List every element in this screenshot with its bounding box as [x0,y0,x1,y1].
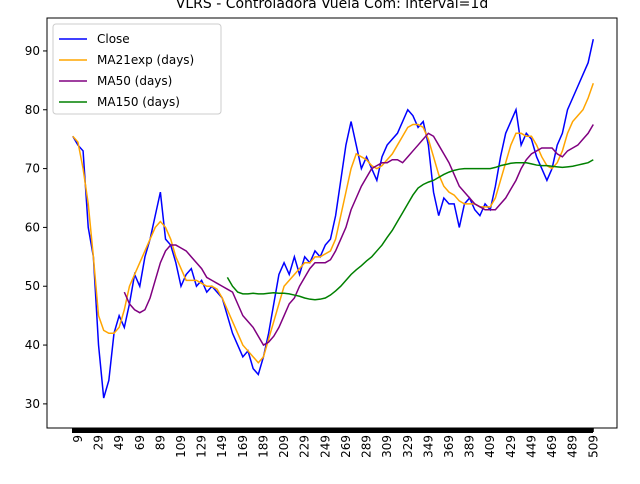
x-tick-label: 189 [256,435,270,458]
x-tick-label: 109 [174,435,188,458]
x-tick-label: 29 [92,435,106,450]
legend-label: MA50 (days) [97,74,172,88]
y-tick-label: 30 [25,397,40,411]
x-tick-label: 129 [195,435,209,458]
y-tick-label: 40 [25,338,40,352]
x-tick-label: 209 [277,435,291,458]
y-tick-label: 60 [25,220,40,234]
x-tick-label: 349 [421,435,435,458]
chart-title: VLRS - Controladora Vuela Com: interval=… [176,0,488,12]
x-tick-label: 469 [545,435,559,458]
x-tick-label: 369 [442,435,456,458]
x-tick-label: 449 [524,435,538,458]
x-tick-label: 389 [463,435,477,458]
series-line [72,83,594,364]
x-tick-label: 9 [71,435,85,443]
legend-box [52,23,222,115]
x-tick-label: 409 [483,435,497,458]
x-tick-label: 69 [133,435,147,450]
x-tick-label: 49 [112,435,126,450]
x-tick-label: 169 [236,435,250,458]
series-line [72,39,595,399]
series-line [123,124,594,347]
x-tick-label: 489 [566,435,580,458]
y-tick-label: 50 [25,279,40,293]
y-tick-label: 90 [25,44,40,58]
x-tick-label: 249 [318,435,332,458]
axes-frame [46,17,618,429]
legend-label: MA21exp (days) [97,53,194,67]
x-tick-label: 149 [215,435,229,458]
legend-label: MA150 (days) [97,95,180,109]
minor-ticks [72,428,593,433]
x-tick-label: 509 [586,435,600,458]
x-tick-label: 269 [339,435,353,458]
x-tick-label: 289 [360,435,374,458]
x-tick-label: 229 [298,435,312,458]
x-tick-label: 309 [380,435,394,458]
y-tick-label: 80 [25,103,40,117]
series-line [226,159,594,301]
y-tick-label: 70 [25,162,40,176]
legend-label: Close [97,32,130,46]
x-tick-label: 89 [153,435,167,450]
x-tick-label: 429 [504,435,518,458]
x-tick-label: 329 [401,435,415,458]
